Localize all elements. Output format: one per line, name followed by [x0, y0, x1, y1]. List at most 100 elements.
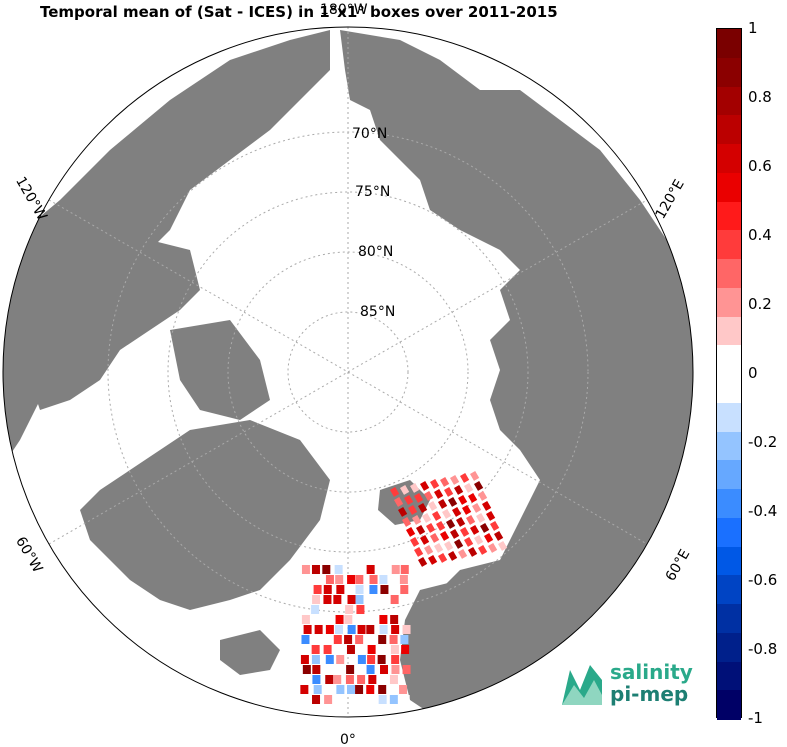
data-box [366, 665, 375, 674]
data-box [311, 655, 320, 664]
data-box [347, 595, 356, 604]
land-arctic-islands [30, 240, 270, 420]
data-box [379, 625, 388, 634]
data-box [378, 695, 387, 704]
data-box [378, 685, 387, 694]
data-box [301, 615, 310, 624]
data-box [366, 685, 375, 694]
data-box [400, 585, 409, 594]
land-scandinavia [400, 580, 520, 717]
data-box [368, 675, 377, 684]
data-box [345, 675, 354, 684]
colorbar-segment [717, 690, 741, 720]
data-box [465, 514, 476, 525]
data-box [441, 508, 452, 519]
colorbar-segment [717, 29, 741, 59]
data-box [335, 575, 344, 584]
data-box [401, 645, 410, 654]
data-box [458, 549, 468, 559]
data-box [377, 655, 386, 664]
logo-line2: pi-mep [610, 682, 689, 706]
data-box [322, 565, 331, 574]
data-box [355, 595, 364, 604]
data-box [377, 595, 386, 604]
colorbar-segment [717, 172, 741, 202]
data-box [345, 605, 354, 614]
data-box [443, 487, 454, 497]
data-box [357, 625, 366, 634]
data-box [300, 655, 309, 664]
data-box [410, 483, 420, 493]
data-box [335, 615, 344, 624]
data-box [313, 685, 322, 694]
data-box [325, 655, 334, 664]
colorbar-tick-label: -0.2 [748, 433, 778, 451]
lon-label-120e: 120°E [653, 177, 688, 222]
logo-line1: salinity [610, 660, 693, 684]
data-box [489, 520, 500, 531]
data-box [494, 531, 504, 541]
land-iceland [220, 630, 280, 675]
data-box [486, 511, 496, 521]
data-box [424, 544, 434, 555]
data-box [378, 635, 387, 644]
data-box [323, 595, 332, 604]
data-box [427, 555, 438, 565]
colorbar-segment [717, 259, 741, 289]
colorbar-segment [717, 316, 741, 346]
data-box [355, 575, 364, 584]
data-box [400, 635, 409, 644]
data-box [336, 585, 345, 594]
data-box [470, 471, 480, 481]
data-box [405, 526, 416, 537]
data-box [311, 645, 320, 654]
colorbar [716, 28, 742, 720]
salinity-pimep-logo: salinity pi-mep [560, 660, 693, 715]
data-box [482, 501, 492, 511]
data-box [325, 675, 334, 684]
colorbar-segment [717, 57, 741, 87]
data-box [436, 520, 446, 531]
data-box [402, 665, 411, 674]
data-box [450, 529, 460, 539]
data-box [391, 665, 400, 674]
data-box [455, 517, 466, 527]
data-box [423, 490, 434, 501]
data-box [391, 565, 400, 574]
colorbar-segment [717, 517, 741, 547]
data-box [390, 595, 399, 604]
data-box [301, 595, 310, 604]
land-north-america [3, 30, 330, 470]
lat-label-80: 80°N [358, 244, 393, 260]
data-box [390, 615, 399, 624]
colorbar-segment [717, 287, 741, 317]
data-box [333, 675, 342, 684]
data-box [333, 595, 342, 604]
data-box [447, 496, 458, 507]
data-box [458, 495, 468, 505]
data-box [380, 585, 389, 594]
data-box [401, 695, 410, 704]
data-box [367, 655, 376, 664]
colorbar-segment [717, 86, 741, 116]
data-box [388, 685, 397, 694]
data-box [410, 537, 420, 547]
lat-label-70: 70°N [352, 126, 387, 142]
data-box [379, 575, 388, 584]
data-box [367, 645, 376, 654]
data-box [311, 565, 320, 574]
data-box [448, 550, 458, 561]
data-box [334, 565, 343, 574]
data-box [399, 575, 408, 584]
data-box [313, 585, 322, 594]
data-box [356, 565, 365, 574]
data-box [470, 525, 480, 535]
data-box [325, 575, 334, 584]
data-box [355, 685, 364, 694]
data-box [325, 625, 334, 634]
data-box [467, 547, 478, 557]
lon-label-120w: 120°W [12, 174, 50, 223]
data-box [303, 625, 312, 634]
data-box [314, 615, 323, 624]
data-box [346, 645, 355, 654]
